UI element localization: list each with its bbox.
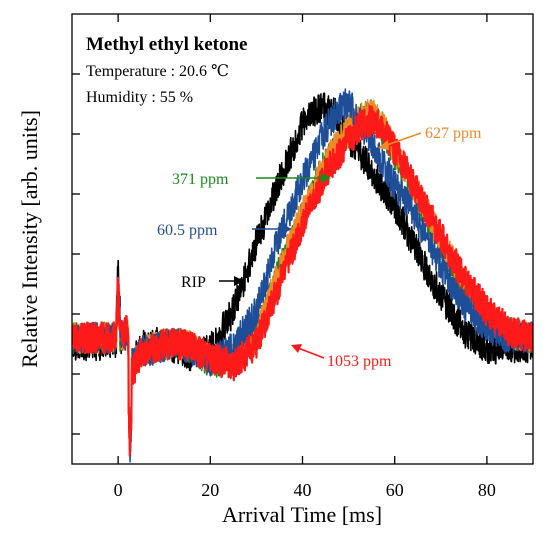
arrow-60-5-head <box>282 224 292 234</box>
ticks-layer: 0 20 40 60 80 <box>72 14 533 500</box>
x-axis-label: Arrival Time [ms] <box>222 502 382 527</box>
info-temperature: Temperature : 20.6 ℃ <box>86 63 229 80</box>
annotation-627-ppm: 627 ppm <box>425 125 482 142</box>
arrow-627-ppm <box>378 132 422 150</box>
x-tick-label: 40 <box>294 480 312 500</box>
info-title: Methyl ethyl ketone <box>86 34 247 55</box>
arrow-60-5-ppm <box>252 224 292 234</box>
series-layer <box>72 88 533 463</box>
plot-frame <box>71 13 534 465</box>
x-tick-label: 20 <box>201 480 219 500</box>
arrow-rip-head <box>234 276 244 286</box>
annotation-layer: 627 ppm 371 ppm 60.5 ppm RIP 1053 ppm <box>157 125 482 370</box>
annotation-60-5-ppm: 60.5 ppm <box>157 222 218 239</box>
annotation-rip: RIP <box>181 274 206 291</box>
arrow-371-ppm <box>256 173 331 183</box>
annotation-1053-ppm: 1053 ppm <box>327 353 392 370</box>
arrow-627-head <box>378 140 389 150</box>
series-line-1053-ppm <box>72 104 533 457</box>
info-box: Methyl ethyl ketone Temperature : 20.6 ℃… <box>86 34 247 106</box>
arrow-1053-ppm <box>291 344 325 359</box>
arrow-1053-head <box>291 344 302 353</box>
y-axis-label: Relative Intensity [arb. units] <box>17 110 42 368</box>
plot-area: 0 20 40 60 80 <box>71 13 534 500</box>
info-humidity: Humidity : 55 % <box>86 89 193 106</box>
annotation-371-ppm: 371 ppm <box>172 171 229 188</box>
arrow-1053-line <box>297 347 325 359</box>
arrow-371-head <box>321 173 331 183</box>
x-tick-label: 60 <box>386 480 404 500</box>
x-tick-label: 0 <box>114 480 123 500</box>
x-tick-label: 80 <box>478 480 496 500</box>
arrow-627-line <box>383 132 422 147</box>
arrow-rip <box>219 276 244 286</box>
